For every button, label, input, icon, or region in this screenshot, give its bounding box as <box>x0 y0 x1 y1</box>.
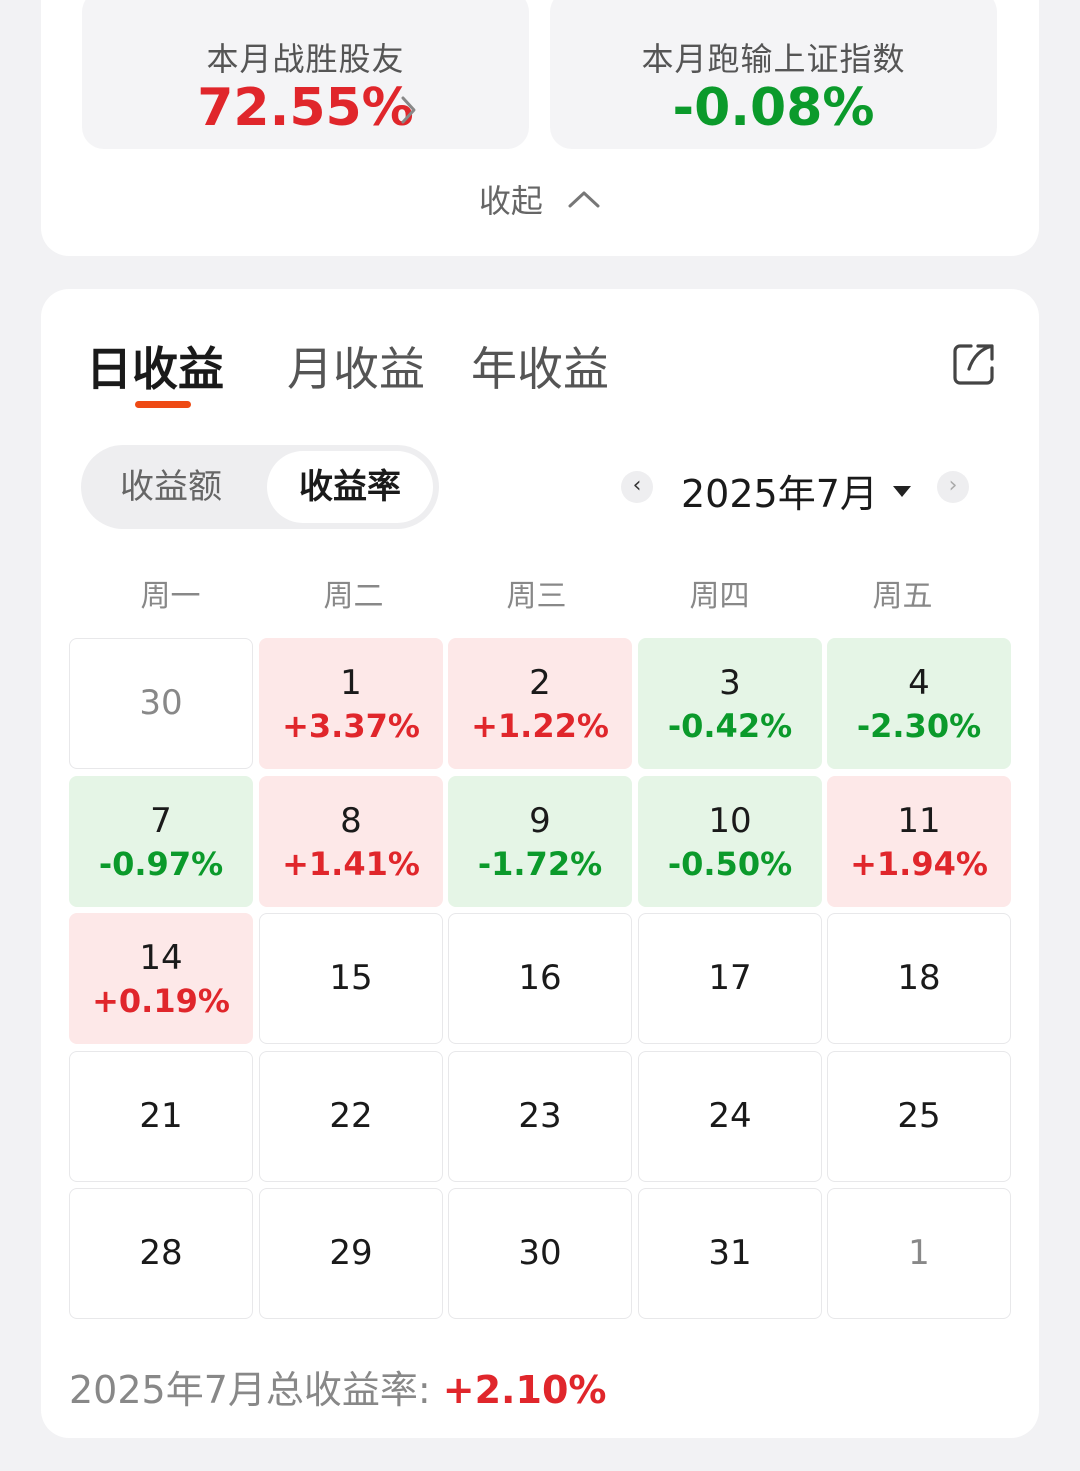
calendar-day-cell[interactable]: 30 <box>448 1188 632 1319</box>
active-tab-indicator <box>135 401 191 408</box>
day-number: 21 <box>139 1096 183 1136</box>
calendar-day-cell[interactable]: 11 +1.94% <box>827 776 1011 907</box>
calendar-day-cell[interactable]: 3 -0.42% <box>638 638 822 769</box>
toggle-rate[interactable]: 收益率 <box>267 451 433 523</box>
day-return: +1.22% <box>471 707 609 745</box>
weekday-label: 周二 <box>323 579 384 614</box>
day-number: 30 <box>518 1233 562 1273</box>
calendar-day-cell[interactable]: 9 -1.72% <box>448 776 632 907</box>
chevron-right-icon: › <box>948 473 958 498</box>
day-return: +3.37% <box>282 707 420 745</box>
calendar-day-cell[interactable]: 15 <box>259 913 443 1044</box>
chevron-up-icon <box>553 182 601 220</box>
day-number: 24 <box>708 1096 752 1136</box>
day-number: 25 <box>897 1096 941 1136</box>
calendar-day-cell[interactable]: 7 -0.97% <box>69 776 253 907</box>
day-return: -0.97% <box>98 845 224 883</box>
calendar-day-cell[interactable]: 29 <box>259 1188 443 1319</box>
weekday-label: 周一 <box>140 579 201 614</box>
calendar-day-cell[interactable]: 23 <box>448 1051 632 1182</box>
day-number: 1 <box>908 1233 930 1273</box>
calendar-day-cell[interactable]: 10 -0.50% <box>638 776 822 907</box>
prev-month-button[interactable]: ‹ <box>621 471 653 503</box>
day-number: 15 <box>329 958 373 998</box>
vs-index-value: -0.08% <box>672 78 875 138</box>
share-icon[interactable] <box>951 341 997 391</box>
calendar-day-cell[interactable]: 21 <box>69 1051 253 1182</box>
beat-peers-label: 本月战胜股友 <box>206 40 405 78</box>
day-number: 7 <box>150 801 172 841</box>
day-return: +1.41% <box>282 845 420 883</box>
calendar-day-cell[interactable]: 4 -2.30% <box>827 638 1011 769</box>
tab-monthly-returns[interactable]: 月收益 <box>287 342 425 396</box>
day-number: 10 <box>708 801 752 841</box>
calendar-day-cell[interactable]: 16 <box>448 913 632 1044</box>
metric-toggle: 收益额 收益率 <box>81 445 439 529</box>
calendar-day-cell[interactable]: 22 <box>259 1051 443 1182</box>
day-number: 4 <box>908 663 930 703</box>
day-number: 16 <box>518 958 562 998</box>
day-number: 28 <box>139 1233 183 1273</box>
tab-daily-returns[interactable]: 日收益 <box>86 342 224 396</box>
calendar-day-cell[interactable]: 8 +1.41% <box>259 776 443 907</box>
day-return: +1.94% <box>850 845 988 883</box>
day-number: 22 <box>329 1096 373 1136</box>
day-return: -2.30% <box>856 707 982 745</box>
calendar-day-cell[interactable]: 18 <box>827 913 1011 1044</box>
calendar-day-cell[interactable]: 1 +3.37% <box>259 638 443 769</box>
calendar-day-cell[interactable]: 24 <box>638 1051 822 1182</box>
beat-peers-stat[interactable]: 本月战胜股友 72.55% <box>82 0 529 149</box>
day-number: 30 <box>139 683 183 723</box>
calendar-day-cell[interactable]: 17 <box>638 913 822 1044</box>
month-selector[interactable]: 2025年7月 <box>681 472 878 516</box>
beat-peers-value: 72.55% <box>197 78 414 138</box>
chevron-right-icon[interactable] <box>400 93 418 134</box>
vs-index-label: 本月跑输上证指数 <box>641 40 906 78</box>
day-number: 1 <box>340 663 362 703</box>
month-total-value: +2.10% <box>442 1368 607 1412</box>
calendar-day-cell[interactable]: 14 +0.19% <box>69 913 253 1044</box>
month-total-label: 2025年7月总收益率: <box>69 1368 431 1412</box>
caret-down-icon[interactable] <box>893 482 911 501</box>
day-number: 14 <box>139 938 183 978</box>
calendar-day-cell[interactable]: 1 <box>827 1188 1011 1319</box>
day-number: 3 <box>719 663 741 703</box>
day-number: 18 <box>897 958 941 998</box>
weekday-label: 周四 <box>689 579 750 614</box>
chevron-left-icon: ‹ <box>632 473 642 498</box>
calendar-day-cell[interactable]: 30 <box>69 638 253 769</box>
calendar-day-cell[interactable]: 28 <box>69 1188 253 1319</box>
collapse-button[interactable]: 收起 <box>41 176 1039 222</box>
day-number: 11 <box>897 801 941 841</box>
day-return: -1.72% <box>477 845 603 883</box>
day-return: -0.42% <box>667 707 793 745</box>
next-month-button[interactable]: › <box>937 471 969 503</box>
collapse-label: 收起 <box>478 182 543 220</box>
day-number: 9 <box>529 801 551 841</box>
summary-card: 本月战胜股友 72.55% 本月跑输上证指数 -0.08% 收起 <box>41 0 1039 256</box>
calendar-day-cell[interactable]: 2 +1.22% <box>448 638 632 769</box>
calendar-day-cell[interactable]: 31 <box>638 1188 822 1319</box>
day-return: -0.50% <box>667 845 793 883</box>
tab-yearly-returns[interactable]: 年收益 <box>471 342 609 396</box>
toggle-amount[interactable]: 收益额 <box>120 467 222 507</box>
day-number: 23 <box>518 1096 562 1136</box>
day-number: 31 <box>708 1233 752 1273</box>
day-number: 8 <box>340 801 362 841</box>
weekday-label: 周五 <box>872 579 933 614</box>
day-number: 29 <box>329 1233 373 1273</box>
returns-card: 日收益 月收益 年收益 收益额 收益率 ‹ 2025年7月 › 周一 周二 周三… <box>41 289 1039 1438</box>
day-return: +0.19% <box>92 982 230 1020</box>
weekday-label: 周三 <box>506 579 567 614</box>
day-number: 17 <box>708 958 752 998</box>
vs-index-stat: 本月跑输上证指数 -0.08% <box>550 0 997 149</box>
month-total-return: 2025年7月总收益率: +2.10% <box>69 1359 606 1414</box>
day-number: 2 <box>529 663 551 703</box>
calendar-day-cell[interactable]: 25 <box>827 1051 1011 1182</box>
